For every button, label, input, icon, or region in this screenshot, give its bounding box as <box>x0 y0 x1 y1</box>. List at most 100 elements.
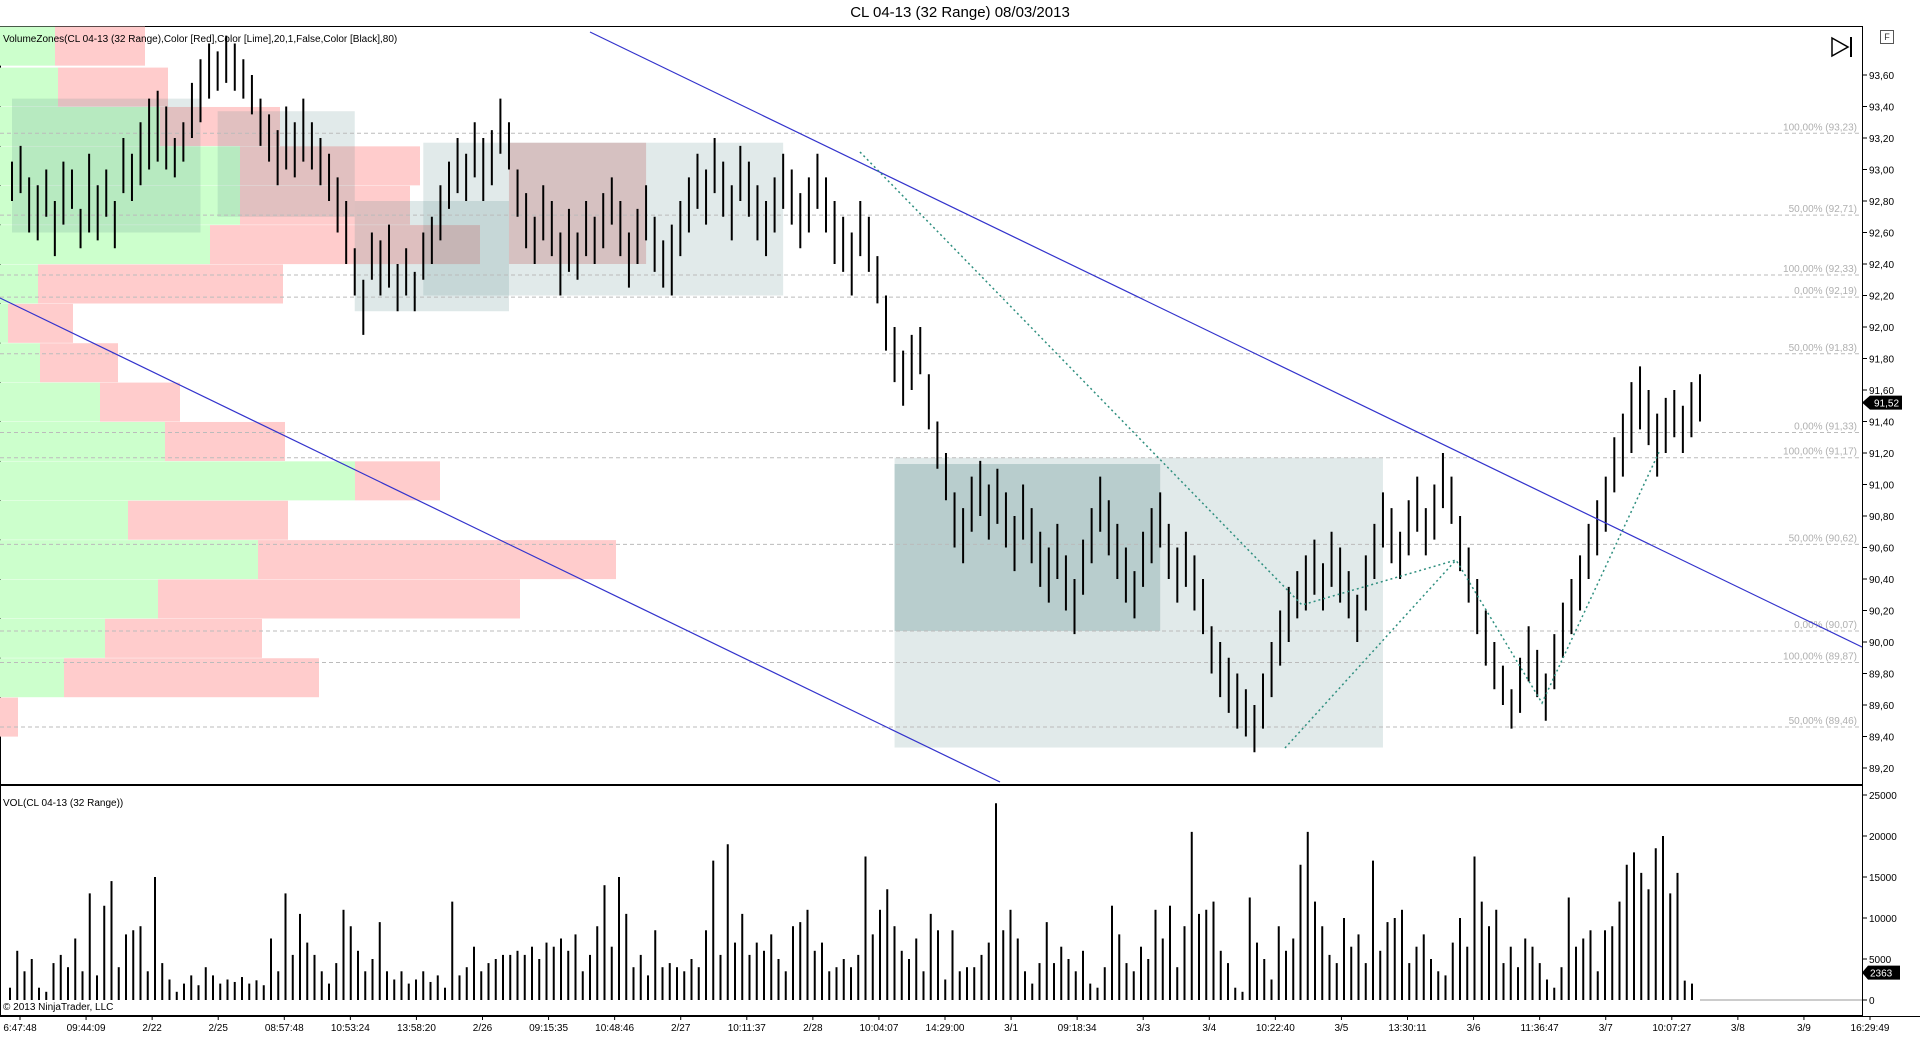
volume-tick-label: 5000 <box>1869 955 1892 966</box>
price-tick-label: 89,40 <box>1869 733 1894 744</box>
volume-zone-sell <box>355 461 440 501</box>
time-tick-label: 2/26 <box>473 1023 493 1034</box>
time-tick-label: 3/6 <box>1467 1023 1481 1034</box>
volume-zone-sell <box>240 185 410 225</box>
volume-zone-sell <box>210 225 480 265</box>
price-panel-label: VolumeZones(CL 04-13 (32 Range),Color [R… <box>3 34 397 45</box>
volume-zone-buy <box>0 540 258 580</box>
volume-tick-label: 20000 <box>1869 832 1897 843</box>
volume-zone-buy <box>0 185 240 225</box>
volume-zone-buy <box>0 461 355 501</box>
time-tick-label: 10:48:46 <box>595 1023 634 1034</box>
current-volume-marker: 2363 <box>1862 965 1900 980</box>
time-tick-label: 3/8 <box>1731 1023 1745 1034</box>
scroll-to-end-icon[interactable] <box>1831 36 1852 58</box>
fib-level-label: 0,00% (92,19) <box>1794 286 1857 297</box>
time-tick-label: 11:36:47 <box>1521 1023 1560 1034</box>
price-tick-label: 90,80 <box>1869 512 1894 523</box>
toolbar-toggle-button[interactable]: F <box>1880 30 1894 44</box>
fib-level-label: 100,00% (92,33) <box>1783 264 1857 275</box>
price-tick-label: 90,00 <box>1869 638 1894 649</box>
volume-zone-buy <box>0 618 105 658</box>
fib-level-label: 100,00% (91,17) <box>1783 447 1857 458</box>
fib-level-label: 100,00% (89,87) <box>1783 651 1857 662</box>
current-price-value: 91,52 <box>1874 399 1899 410</box>
price-tick-label: 92,20 <box>1869 292 1894 303</box>
fib-level-label: 50,00% (89,46) <box>1789 716 1857 727</box>
volume-tick-label: 10000 <box>1869 914 1897 925</box>
price-bars-layer <box>11 35 1701 753</box>
time-tick-label: 3/1 <box>1004 1023 1018 1034</box>
trendlines-layer[interactable] <box>0 31 1863 783</box>
fib-level-label: 50,00% (90,62) <box>1789 533 1857 544</box>
time-tick-label: 09:15:35 <box>529 1023 568 1034</box>
time-tick-label: 3/9 <box>1797 1023 1811 1034</box>
time-tick-label: 13:30:11 <box>1388 1023 1427 1034</box>
volume-zone-sell <box>64 658 319 698</box>
range-box <box>894 464 1161 631</box>
volume-zone-buy <box>0 579 158 619</box>
time-tick-label: 14:29:00 <box>926 1023 965 1034</box>
range-box <box>894 457 1383 748</box>
volume-zone-buy <box>0 146 240 186</box>
dotted-swing-line[interactable] <box>859 151 1661 705</box>
price-tick-label: 89,80 <box>1869 670 1894 681</box>
volume-zone-sell <box>128 500 288 540</box>
time-tick-label: 10:04:07 <box>859 1023 898 1034</box>
price-tick-label: 91,80 <box>1869 355 1894 366</box>
price-tick-label: 93,20 <box>1869 134 1894 145</box>
volume-zone-sell <box>258 540 616 580</box>
volume-tick-label: 25000 <box>1869 791 1897 802</box>
volume-zone-sell <box>165 421 285 461</box>
volume-zone-buy <box>0 500 128 540</box>
time-tick-label: 3/3 <box>1136 1023 1150 1034</box>
volume-zone-buy <box>0 26 55 66</box>
time-tick-label: 10:22:40 <box>1256 1023 1295 1034</box>
time-tick-label: 2/22 <box>142 1023 162 1034</box>
range-boxes-layer <box>12 98 1383 748</box>
time-tick-label: 08:57:48 <box>265 1023 304 1034</box>
volume-zone-sell <box>105 618 262 658</box>
price-tick-label: 93,00 <box>1869 166 1894 177</box>
price-tick-label: 90,40 <box>1869 575 1894 586</box>
volume-zone-buy <box>0 106 160 146</box>
price-tick-label: 90,20 <box>1869 607 1894 618</box>
price-tick-label: 91,00 <box>1869 481 1894 492</box>
fib-level-label: 0,00% (91,33) <box>1794 422 1857 433</box>
time-tick-label: 09:44:09 <box>67 1023 106 1034</box>
volume-zone-sell <box>40 343 118 383</box>
price-tick-label: 93,40 <box>1869 103 1894 114</box>
price-tick-label: 91,60 <box>1869 386 1894 397</box>
price-axis-ticks: 93,60 93,40 93,20 93,00 92,80 92,60 92,40 92,20… <box>1862 71 1894 775</box>
upper-trendline[interactable] <box>589 31 1863 648</box>
volume-zone-buy <box>0 343 40 383</box>
copyright-text: © 2013 NinjaTrader, LLC <box>3 1002 113 1013</box>
dotted-swing-line[interactable] <box>1284 559 1457 749</box>
volume-zone-buy <box>0 303 8 343</box>
volume-zone-buy <box>0 67 58 107</box>
price-tick-label: 89,20 <box>1869 764 1894 775</box>
volume-tick-label: 15000 <box>1869 873 1897 884</box>
fib-level-label: 50,00% (92,71) <box>1789 204 1857 215</box>
volume-zone-sell <box>0 697 18 737</box>
volume-zone-sell <box>55 26 145 66</box>
volume-zone-sell <box>8 303 73 343</box>
fib-level-label: 0,00% (90,07) <box>1794 620 1857 631</box>
time-tick-label: 6:47:48 <box>3 1023 37 1034</box>
price-tick-label: 89,60 <box>1869 701 1894 712</box>
lower-trendline[interactable] <box>0 297 1001 783</box>
fib-level-label: 50,00% (91,83) <box>1789 343 1857 354</box>
volume-zone-buy <box>0 264 38 304</box>
volume-panel-label: VOL(CL 04-13 (32 Range)) <box>3 798 123 809</box>
price-tick-label: 92,00 <box>1869 323 1894 334</box>
time-tick-label: 10:07:27 <box>1652 1023 1691 1034</box>
price-tick-label: 93,60 <box>1869 71 1894 82</box>
volume-zone-sell <box>38 264 283 304</box>
volume-zone-buy <box>0 382 100 422</box>
price-tick-label: 92,40 <box>1869 260 1894 271</box>
time-tick-label: 3/7 <box>1599 1023 1613 1034</box>
time-tick-label: 3/4 <box>1202 1023 1216 1034</box>
time-tick-label: 3/5 <box>1334 1023 1348 1034</box>
volume-tick-label: 0 <box>1869 996 1875 1007</box>
